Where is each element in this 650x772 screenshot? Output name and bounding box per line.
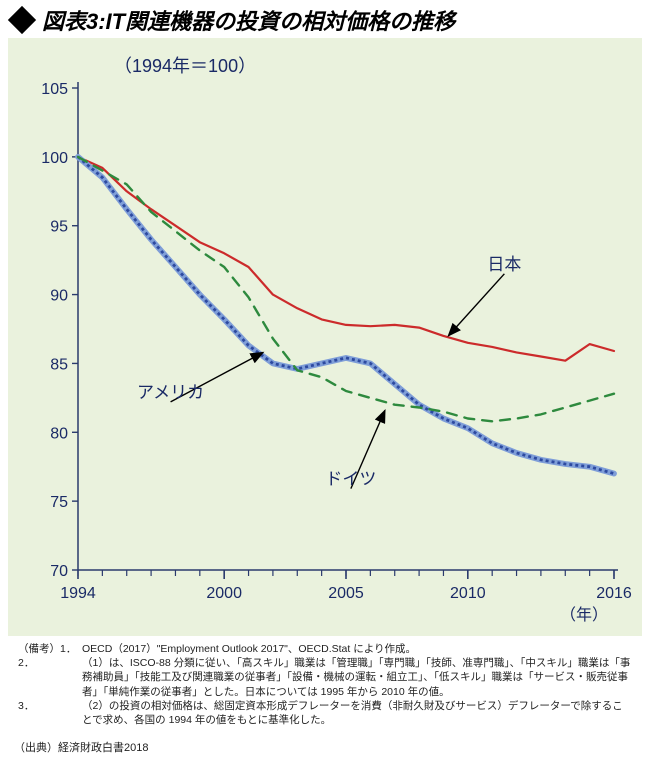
svg-text:日本: 日本	[487, 255, 521, 274]
svg-text:80: 80	[50, 425, 68, 442]
svg-text:2000: 2000	[206, 585, 242, 602]
svg-text:85: 85	[50, 356, 68, 373]
svg-text:2005: 2005	[328, 585, 364, 602]
svg-text:75: 75	[50, 494, 68, 511]
svg-text:1994: 1994	[60, 585, 96, 602]
note-line: 3． （2）の投資の相対価格は、総固定資本形成デフレーターを消費（非耐久財及びサ…	[18, 699, 632, 727]
note-number: 2．	[18, 656, 82, 699]
chart-title-row: 図表3:IT関連機器の投資の相対価格の推移	[0, 0, 650, 38]
svg-text:2010: 2010	[450, 585, 486, 602]
svg-text:（1994年＝100）: （1994年＝100）	[114, 56, 256, 76]
chart-source: （出典）経済財政白書2018	[0, 731, 650, 755]
note-text: OECD（2017）"Employment Outlook 2017"、OECD…	[82, 642, 632, 656]
line-chart: （1994年＝100） 70 75 80 85 90 95 100 105 1994 2000 200…	[8, 38, 642, 636]
note-line: （備考）1． OECD（2017）"Employment Outlook 201…	[18, 642, 632, 656]
svg-text:ドイツ: ドイツ	[325, 470, 376, 489]
svg-text:（年）: （年）	[560, 606, 608, 624]
note-text: （2）の投資の相対価格は、総固定資本形成デフレーターを消費（非耐久財及びサービス…	[82, 699, 632, 727]
svg-text:アメリカ: アメリカ	[137, 383, 204, 402]
svg-text:105: 105	[41, 81, 68, 98]
title-diamond-icon	[8, 6, 36, 34]
note-number: （備考）1．	[18, 642, 82, 656]
chart-area: （1994年＝100） 70 75 80 85 90 95 100 105 1994 2000 200…	[8, 38, 642, 636]
svg-text:2016: 2016	[596, 585, 632, 602]
svg-text:70: 70	[50, 563, 68, 580]
svg-text:100: 100	[41, 150, 68, 167]
note-line: 2． （1）は、ISCO-88 分類に従い、「高スキル」職業は「管理職」「専門職…	[18, 656, 632, 699]
svg-text:95: 95	[50, 219, 68, 236]
svg-text:90: 90	[50, 288, 68, 305]
note-text: （1）は、ISCO-88 分類に従い、「高スキル」職業は「管理職」「専門職」「技…	[82, 656, 632, 699]
note-number: 3．	[18, 699, 82, 727]
chart-title: 図表3:IT関連機器の投資の相対価格の推移	[42, 4, 455, 36]
chart-notes: （備考）1． OECD（2017）"Employment Outlook 201…	[0, 636, 650, 731]
